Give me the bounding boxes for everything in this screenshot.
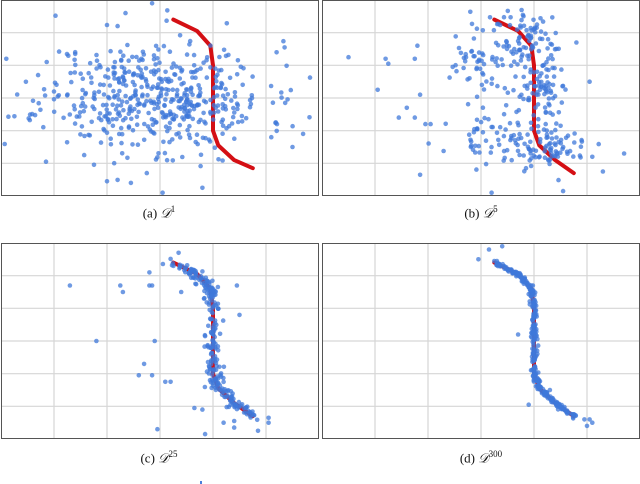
sample-points	[2, 1, 313, 195]
caption-d-label: (d)	[459, 450, 476, 466]
caption-c-superscript: 25	[168, 449, 178, 459]
panel-a-plot	[1, 0, 319, 196]
scatter-plot-d	[322, 243, 640, 439]
caption-c-symbol: 𝒟	[158, 451, 169, 467]
caption-d: (d) 𝒟300	[322, 449, 640, 466]
caption-b-symbol: 𝒟	[482, 206, 494, 222]
caption-a-label: (a)	[142, 205, 158, 221]
caption-a-symbol: 𝒟	[160, 206, 171, 222]
scatter-plot-c	[1, 243, 319, 439]
caption-d-superscript: 300	[488, 449, 503, 459]
sample-points	[67, 250, 271, 437]
plot-frame	[1, 243, 319, 439]
caption-b-superscript: 5	[493, 204, 498, 214]
caption-a: (a) 𝒟1	[0, 204, 318, 221]
caption-b: (b) 𝒟5	[322, 204, 640, 221]
sample-points	[346, 7, 627, 195]
scatter-plot-b	[322, 0, 640, 196]
sample-points	[476, 244, 595, 429]
panel-c-plot	[1, 243, 319, 439]
caption-a-superscript: 1	[170, 204, 176, 214]
panel-b-plot	[322, 0, 640, 196]
caption-c: (c) 𝒟25	[0, 449, 318, 466]
scatter-plot-a	[1, 0, 319, 196]
caption-c-label: (c)	[140, 450, 155, 466]
caption-b-label: (b)	[464, 205, 480, 221]
panel-d-plot	[322, 243, 640, 439]
caption-d-symbol: 𝒟	[478, 451, 489, 467]
plot-frame	[1, 0, 319, 196]
stray-mark	[200, 481, 202, 484]
